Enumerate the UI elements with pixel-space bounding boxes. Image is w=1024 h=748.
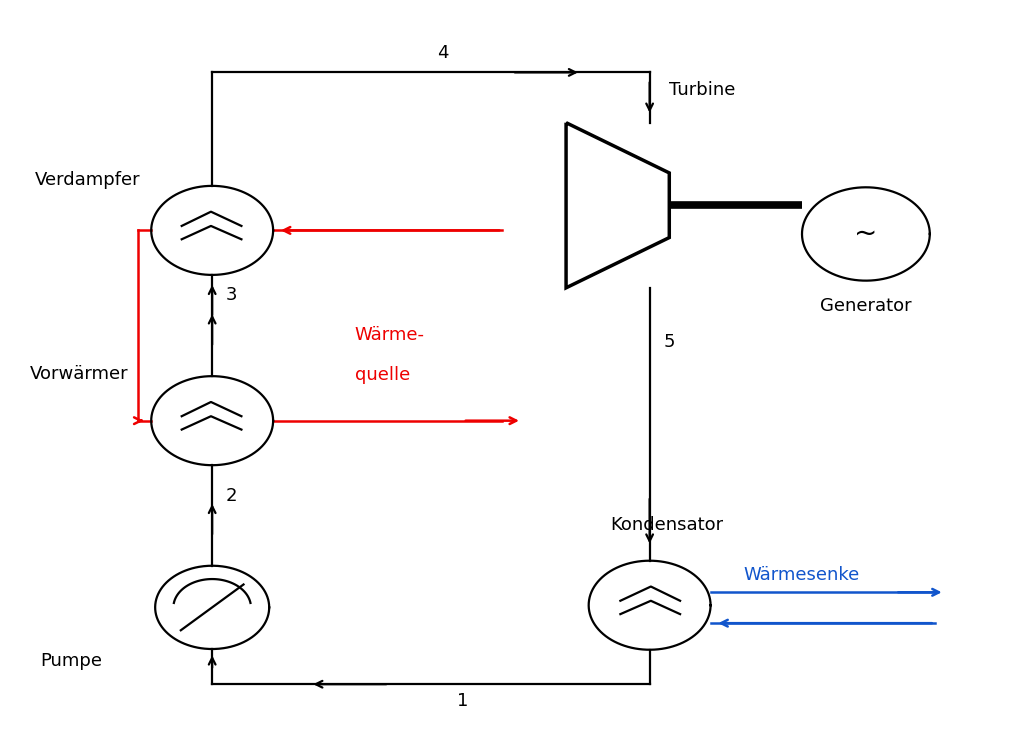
- Text: Turbine: Turbine: [670, 82, 735, 99]
- Text: 4: 4: [437, 44, 449, 62]
- Text: Wärmesenke: Wärmesenke: [743, 566, 859, 584]
- Text: quelle: quelle: [354, 367, 410, 384]
- Text: Pumpe: Pumpe: [40, 652, 102, 670]
- Text: ~: ~: [854, 220, 878, 248]
- Text: 3: 3: [226, 286, 238, 304]
- Text: Generator: Generator: [820, 297, 911, 315]
- Text: Wärme-: Wärme-: [354, 325, 425, 343]
- Text: 5: 5: [664, 333, 675, 351]
- Text: Verdampfer: Verdampfer: [35, 171, 141, 189]
- Text: 1: 1: [457, 692, 469, 710]
- Text: Vorwärmer: Vorwärmer: [31, 365, 129, 383]
- Text: Kondensator: Kondensator: [610, 516, 723, 534]
- Text: 2: 2: [226, 487, 238, 505]
